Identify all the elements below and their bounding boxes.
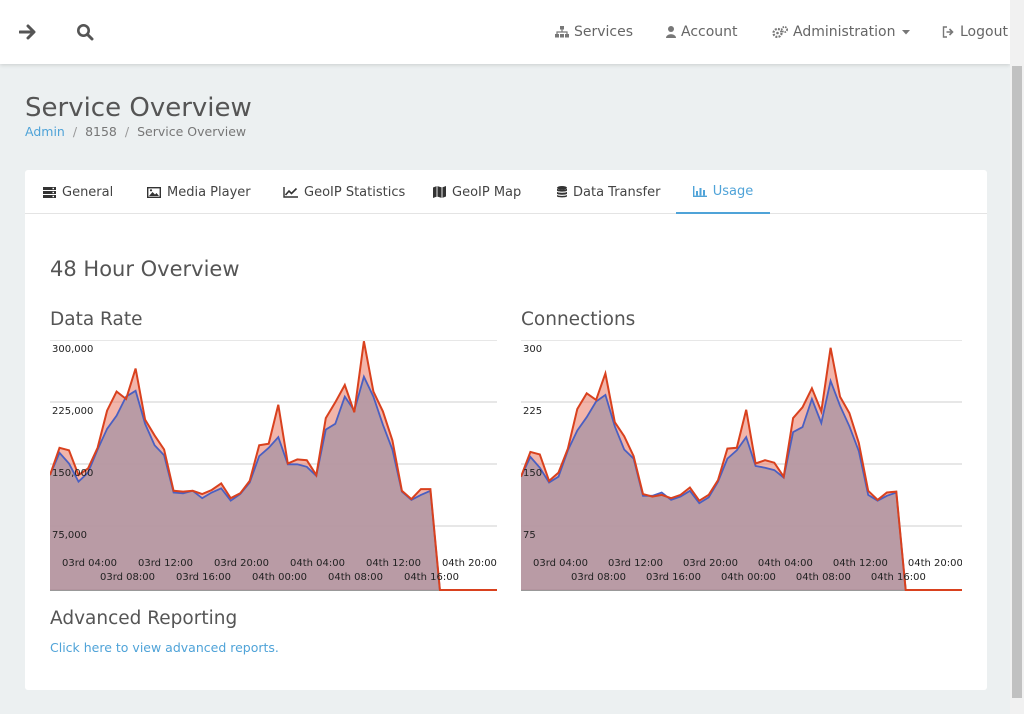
tab-general-label: General [62,184,114,200]
y-tick-label: 75 [523,530,536,541]
breadcrumb: Admin / 8158 / Service Overview [25,124,246,139]
x-tick-label: 03rd 04:00 [62,558,117,569]
tab-geoip-map[interactable]: GeoIP Map [433,170,521,214]
cogs-icon [772,25,788,38]
arrow-right-icon[interactable] [16,20,40,44]
advanced-reporting-title: Advanced Reporting [50,608,238,629]
tab-bar: General Media Player GeoIP Statistics Ge… [25,170,987,214]
sign-out-icon [942,26,954,38]
image-icon [147,186,161,198]
breadcrumb-separator: / [72,124,78,139]
data-rate-title: Data Rate [50,309,143,330]
x-tick-label: 03rd 04:00 [533,558,588,569]
x-tick-label: 04th 20:00 [908,558,962,569]
x-tick-label: 04th 16:00 [404,572,459,583]
caret-down-icon [902,29,911,34]
tab-data-transfer[interactable]: Data Transfer [557,170,660,214]
tab-usage[interactable]: Usage [676,170,770,214]
bar-chart-icon [692,185,707,197]
breadcrumb-service-id[interactable]: 8158 [85,124,117,139]
search-icon[interactable] [73,20,97,44]
nav-services[interactable]: Services [555,0,633,64]
series-red-line [50,341,497,591]
advanced-reports-link[interactable]: Click here to view advanced reports. [50,640,279,655]
tab-media-player-label: Media Player [167,184,251,200]
top-navbar: Services Account Administration Logout [0,0,1010,64]
x-tick-label: 03rd 16:00 [176,572,231,583]
breadcrumb-admin[interactable]: Admin [25,124,65,139]
x-tick-label: 03rd 16:00 [646,572,701,583]
x-tick-label: 04th 12:00 [366,558,421,569]
series-blue-line [521,377,962,591]
server-icon [43,186,56,198]
tab-data-transfer-label: Data Transfer [573,184,661,200]
series-blue-line [50,374,497,591]
x-tick-label: 04th 20:00 [442,558,497,569]
y-tick-label: 150,000 [52,468,93,479]
x-tick-label: 04th 04:00 [758,558,813,569]
x-tick-label: 04th 00:00 [252,572,307,583]
x-tick-label: 03rd 08:00 [571,572,626,583]
nav-administration[interactable]: Administration [772,0,911,64]
x-tick-label: 04th 08:00 [328,572,383,583]
x-tick-label: 03rd 12:00 [138,558,193,569]
nav-account[interactable]: Account [666,0,738,64]
scrollbar[interactable] [1010,0,1024,714]
y-tick-label: 75,000 [52,530,87,541]
x-tick-label: 04th 16:00 [871,572,926,583]
x-tick-label: 04th 04:00 [290,558,345,569]
usage-card: General Media Player GeoIP Statistics Ge… [25,170,987,690]
database-icon [557,186,567,198]
line-chart-icon [283,186,298,198]
y-tick-label: 300,000 [52,344,93,355]
x-tick-label: 03rd 20:00 [683,558,738,569]
nav-logout-label: Logout [960,24,1008,40]
tab-geoip-statistics[interactable]: GeoIP Statistics [283,170,405,214]
data-rate-chart: 300,000 225,000 150,000 75,000 03rd 04:00 03r… [50,340,497,591]
sitemap-icon [555,26,569,38]
map-icon [433,186,446,198]
user-icon [666,26,676,38]
nav-administration-label: Administration [793,24,896,40]
x-tick-label: 04th 08:00 [796,572,851,583]
y-tick-label: 150 [523,468,542,479]
tab-geoip-map-label: GeoIP Map [452,184,522,200]
tab-general[interactable]: General [43,170,113,214]
nav-services-label: Services [574,24,634,40]
tab-geoip-statistics-label: GeoIP Statistics [304,184,406,200]
series-red-line [521,347,962,591]
series-blue-area [50,376,497,590]
connections-chart: 300 225 150 75 03rd 04:00 03rd 12:00 03rd 20:0… [521,340,962,591]
overview-title: 48 Hour Overview [50,257,240,281]
x-tick-label: 03rd 20:00 [214,558,269,569]
y-tick-label: 300 [523,344,542,355]
x-tick-label: 03rd 12:00 [608,558,663,569]
breadcrumb-separator: / [124,124,130,139]
tab-media-player[interactable]: Media Player [147,170,251,214]
tab-usage-label: Usage [712,183,754,199]
x-tick-label: 04th 12:00 [833,558,888,569]
y-tick-label: 225,000 [52,406,93,417]
nav-account-label: Account [681,24,738,40]
x-tick-label: 03rd 08:00 [100,572,155,583]
breadcrumb-current: Service Overview [137,124,247,139]
nav-logout[interactable]: Logout [942,0,1008,64]
page-title: Service Overview [25,93,252,123]
y-tick-label: 225 [523,406,542,417]
scrollbar-thumb[interactable] [1012,66,1022,698]
x-tick-label: 04th 00:00 [721,572,776,583]
connections-title: Connections [521,309,636,330]
